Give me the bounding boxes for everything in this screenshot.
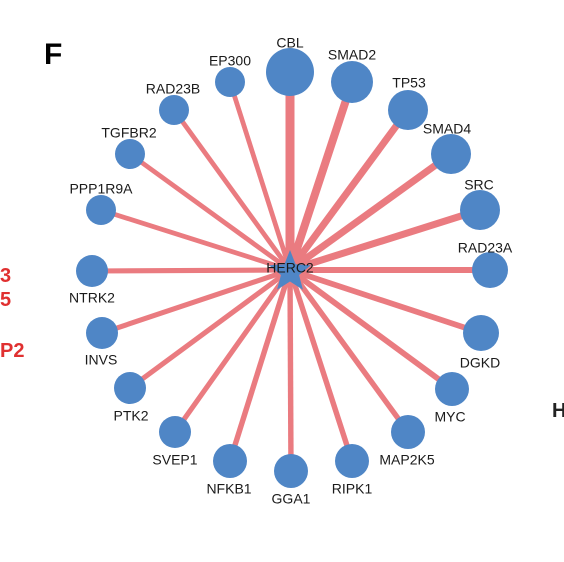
clipped-text-left-3: P2 xyxy=(0,340,25,362)
node-ripk1 xyxy=(335,444,369,478)
node-invs xyxy=(86,317,118,349)
clipped-text-left-2: 5 xyxy=(0,289,12,311)
node-label-rad23a: RAD23A xyxy=(458,240,513,256)
node-ptk2 xyxy=(114,372,146,404)
node-label-ep300: EP300 xyxy=(209,53,251,69)
node-label-tp53: TP53 xyxy=(392,75,426,91)
edge-herc2-ep300 xyxy=(227,81,293,271)
node-nfkb1 xyxy=(213,444,247,478)
node-label-dgkd: DGKD xyxy=(460,355,500,371)
node-src xyxy=(460,190,500,230)
edges-group xyxy=(91,72,490,472)
nodes-group: CBL SMAD2 TP53 SMAD4 SRC RAD23A DGKD MYC MAP2K5 R… xyxy=(69,35,513,507)
node-label-myc: MYC xyxy=(434,409,465,425)
hub-group: HERC2 xyxy=(266,250,314,290)
edge-herc2-ptk2 xyxy=(128,267,292,391)
node-rad23a xyxy=(472,252,508,288)
node-tgfbr2 xyxy=(115,139,145,169)
edge-herc2-map2k5 xyxy=(287,268,411,434)
node-label-src: SRC xyxy=(464,177,494,193)
edge-herc2-rad23b xyxy=(172,108,292,272)
edge-herc2-ripk1 xyxy=(287,269,355,462)
node-label-cbl: CBL xyxy=(276,35,303,51)
node-label-nfkb1: NFKB1 xyxy=(206,481,251,497)
node-ntrk2 xyxy=(76,255,108,287)
edge-herc2-invs xyxy=(101,267,291,336)
node-svep1 xyxy=(159,416,191,448)
node-label-rad23b: RAD23B xyxy=(146,81,200,97)
node-label-tgfbr2: TGFBR2 xyxy=(101,125,156,141)
node-map2k5 xyxy=(391,415,425,449)
node-label-ppp1r9a: PPP1R9A xyxy=(69,181,133,197)
edge-herc2-src xyxy=(288,206,482,274)
node-dgkd xyxy=(463,315,499,351)
edge-herc2-ppp1r9a xyxy=(100,207,291,273)
clipped-text-right: H xyxy=(552,400,564,422)
node-label-invs: INVS xyxy=(85,352,118,368)
edge-herc2-nfkb1 xyxy=(227,269,293,462)
edge-herc2-tgfbr2 xyxy=(128,152,292,272)
edge-herc2-smad4 xyxy=(287,151,454,273)
edge-herc2-ntrk2 xyxy=(91,267,291,274)
node-myc xyxy=(435,372,469,406)
node-label-map2k5: MAP2K5 xyxy=(379,452,434,468)
edge-herc2-myc xyxy=(288,267,454,392)
hub-label: HERC2 xyxy=(266,260,314,276)
node-label-smad2: SMAD2 xyxy=(328,47,376,63)
node-smad2 xyxy=(331,61,373,103)
node-ppp1r9a xyxy=(86,195,116,225)
node-label-ripk1: RIPK1 xyxy=(332,481,373,497)
node-label-gga1: GGA1 xyxy=(272,491,311,507)
panel-label: F xyxy=(44,38,63,71)
edge-herc2-tp53 xyxy=(287,107,411,273)
clipped-text-left-1: 3 xyxy=(0,265,12,287)
node-ep300 xyxy=(215,67,245,97)
edge-herc2-smad2 xyxy=(286,80,356,272)
node-smad4 xyxy=(431,134,471,174)
node-label-ntrk2: NTRK2 xyxy=(69,290,115,306)
node-cbl xyxy=(266,48,314,96)
node-label-ptk2: PTK2 xyxy=(113,408,148,424)
edge-herc2-svep1 xyxy=(172,268,293,434)
node-tp53 xyxy=(388,90,428,130)
edge-herc2-gga1 xyxy=(287,269,294,472)
edge-herc2-dgkd xyxy=(289,267,482,336)
node-label-smad4: SMAD4 xyxy=(423,121,471,137)
node-gga1 xyxy=(274,454,308,488)
node-rad23b xyxy=(159,95,189,125)
node-label-svep1: SVEP1 xyxy=(152,452,197,468)
hub-node-herc2-star-icon xyxy=(269,250,311,290)
